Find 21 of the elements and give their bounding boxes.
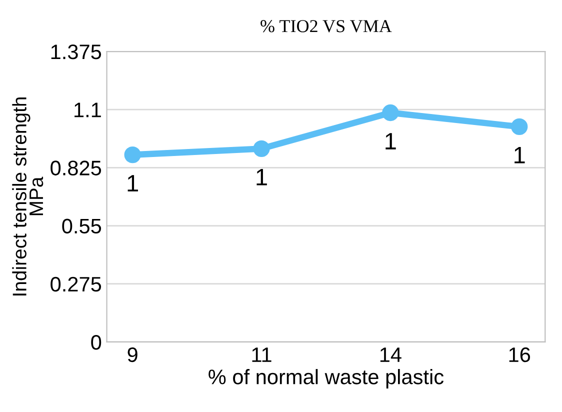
point: [511, 118, 528, 136]
y-tick-label: 1.375: [51, 44, 102, 60]
data-label: 1: [256, 168, 267, 186]
data-label: 1: [514, 147, 525, 164]
y-axis-title: Indirect tensile strength MPa: [12, 97, 44, 296]
x-tick-label: 9: [128, 347, 138, 362]
x-tick-label: 14: [380, 348, 402, 362]
x-axis-title: % of normal waste plastic: [208, 369, 444, 388]
data-label: 1: [128, 175, 138, 192]
x-tick-label: 11: [252, 348, 272, 362]
data-label: 1: [386, 133, 396, 150]
y-tick-label: 0: [91, 334, 102, 350]
y-tick-label: 1.1: [74, 102, 101, 118]
y-tick-label: 0.275: [50, 276, 102, 292]
y-tick-label: 0.55: [62, 218, 102, 234]
point: [382, 104, 399, 122]
y-tick-label: 0.825: [50, 160, 102, 176]
chart-title: % TIO2 VS VMA: [260, 20, 392, 32]
x-tick-label: 16: [509, 347, 530, 362]
point: [124, 146, 141, 164]
point: [253, 140, 270, 158]
